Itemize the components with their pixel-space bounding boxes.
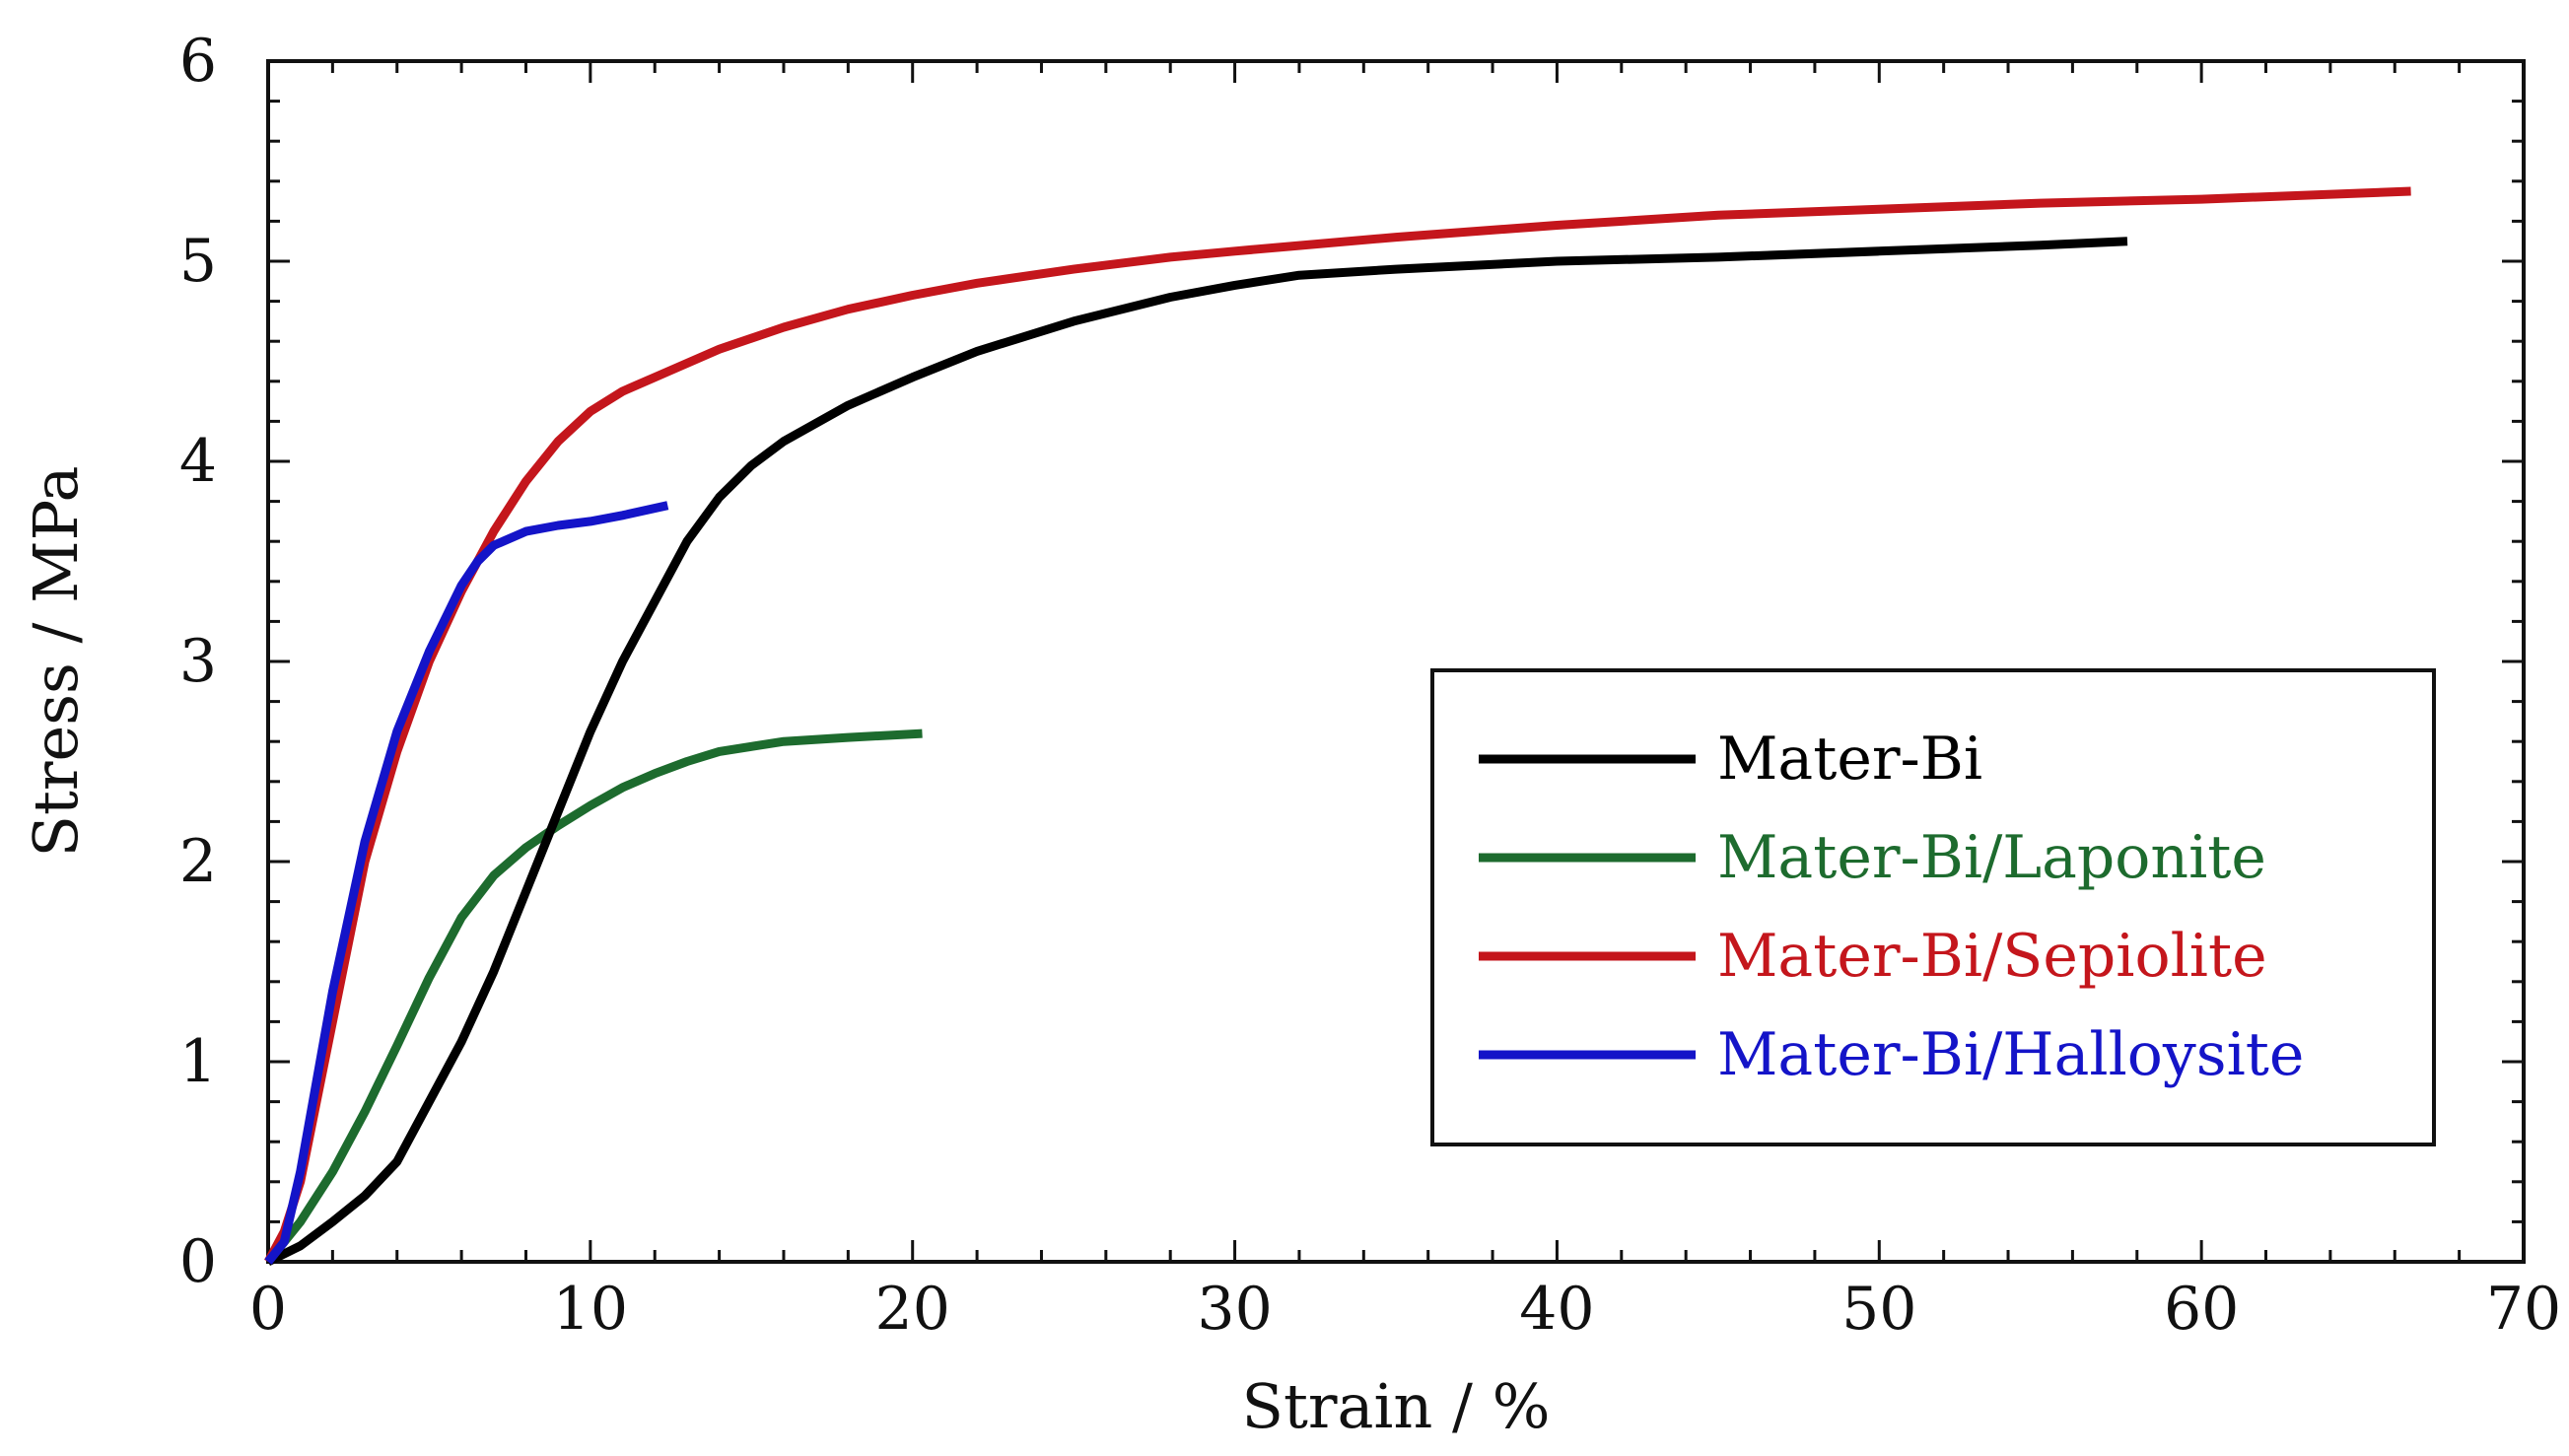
legend-box: [1430, 668, 2436, 1146]
series-line-mater-bi-halloysite: [264, 501, 669, 1265]
legend-label: Mater-Bi/Sepiolite: [1717, 922, 2267, 991]
y-axis-title: Stress / MPa: [20, 465, 92, 857]
axis-tick-labels: 0 10 20 30 40 50 60 70 0 1 2 3 4 5 6: [179, 27, 2561, 1344]
series-lines: [264, 186, 2411, 1267]
y-tick-label: 6: [179, 27, 217, 96]
x-tick-label: 50: [1841, 1275, 1916, 1344]
legend-items: Mater-Bi Mater-Bi/Laponite Mater-Bi/Sepiol…: [1479, 725, 2304, 1089]
x-axis-title: Strain / %: [1242, 1370, 1551, 1442]
x-tick-label: 70: [2486, 1275, 2561, 1344]
series-line-mater-bi-laponite: [264, 728, 923, 1265]
series-line-mater-bi-sepiolite: [264, 186, 2411, 1265]
x-tick-label: 10: [553, 1275, 628, 1344]
y-tick-label: 4: [179, 427, 217, 496]
x-tick-label: 60: [2164, 1275, 2239, 1344]
y-tick-label: 1: [179, 1027, 217, 1096]
y-tick-label: 3: [179, 627, 217, 696]
x-tick-label: 0: [249, 1275, 287, 1344]
x-tick-label: 20: [875, 1275, 950, 1344]
axis-ticks: [266, 59, 2526, 1264]
legend-label: Mater-Bi/Laponite: [1717, 823, 2266, 892]
x-tick-label: 40: [1519, 1275, 1594, 1344]
y-tick-label: 2: [179, 827, 217, 896]
legend-label: Mater-Bi: [1717, 725, 1982, 794]
y-tick-label: 5: [179, 227, 217, 296]
legend: Mater-Bi Mater-Bi/Laponite Mater-Bi/Sepiol…: [1430, 668, 2436, 1146]
y-tick-label: 0: [179, 1227, 217, 1296]
x-tick-label: 30: [1197, 1275, 1272, 1344]
legend-label: Mater-Bi/Halloysite: [1717, 1020, 2304, 1089]
series-line-mater-bi: [266, 237, 2128, 1267]
